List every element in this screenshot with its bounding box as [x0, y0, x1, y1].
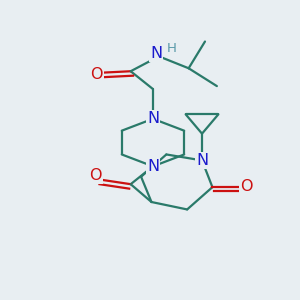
Text: N: N [150, 46, 162, 61]
Text: O: O [240, 179, 253, 194]
Text: N: N [147, 159, 159, 174]
Text: O: O [90, 67, 103, 82]
Text: N: N [147, 111, 159, 126]
Text: O: O [89, 168, 101, 183]
Text: H: H [167, 42, 176, 56]
Text: N: N [196, 153, 208, 168]
